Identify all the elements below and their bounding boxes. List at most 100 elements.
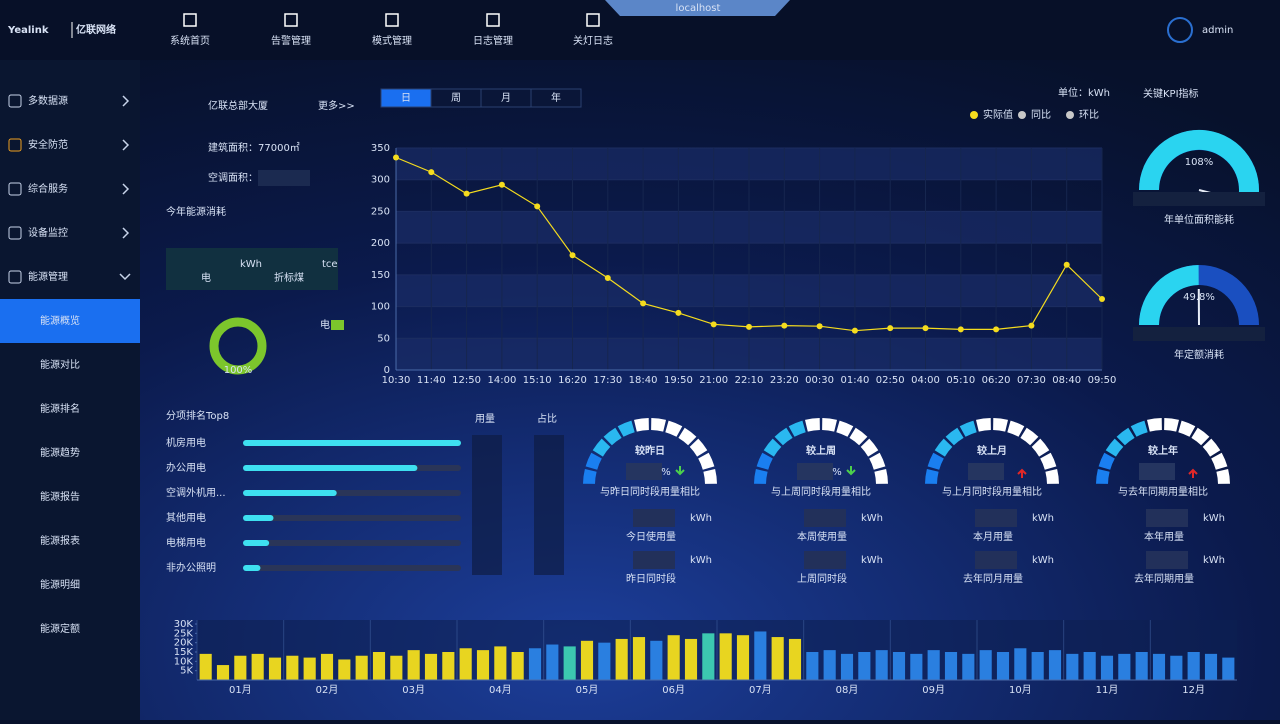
point bbox=[499, 182, 505, 188]
x-tick-label: 06:20 bbox=[982, 375, 1011, 386]
x-tick-label: 22:10 bbox=[735, 375, 764, 386]
value-box bbox=[633, 509, 675, 527]
x-tick-label: 17:30 bbox=[593, 375, 622, 386]
nav-item[interactable]: 告警管理 bbox=[271, 34, 311, 47]
bar bbox=[269, 658, 281, 680]
x-tick-label: 23:20 bbox=[770, 375, 799, 386]
bar bbox=[633, 637, 645, 680]
menu-group[interactable]: 安全防范 bbox=[28, 138, 68, 151]
tab-label[interactable]: 周 bbox=[451, 92, 461, 104]
more-link[interactable]: 更多>> bbox=[318, 99, 355, 112]
row-label: 本周使用量 bbox=[797, 530, 847, 543]
point bbox=[393, 155, 399, 161]
bar bbox=[252, 654, 264, 680]
compare-title: 较上月 bbox=[977, 444, 1007, 457]
menu-item[interactable]: 能源对比 bbox=[40, 358, 80, 371]
bar bbox=[286, 656, 298, 680]
tab-label[interactable]: 月 bbox=[501, 92, 511, 104]
bar bbox=[390, 656, 402, 680]
bar bbox=[546, 645, 558, 680]
menu-item[interactable]: 能源排名 bbox=[40, 402, 80, 415]
energy-title: 今年能源消耗 bbox=[166, 205, 226, 218]
x-tick-label: 05:10 bbox=[946, 375, 975, 386]
point bbox=[781, 323, 787, 329]
row-label: 办公用电 bbox=[166, 461, 206, 474]
bar bbox=[1084, 652, 1096, 680]
menu-group[interactable]: 综合服务 bbox=[28, 182, 68, 195]
gauge-title: 年定额消耗 bbox=[1174, 348, 1224, 361]
value-box bbox=[633, 551, 675, 569]
x-tick-label: 08:40 bbox=[1052, 375, 1081, 386]
bar bbox=[754, 631, 766, 680]
bar bbox=[1222, 658, 1234, 680]
row-label: 今日使用量 bbox=[626, 530, 676, 543]
menu-group[interactable]: 能源管理 bbox=[28, 270, 68, 283]
menu-item[interactable]: 能源报告 bbox=[40, 490, 80, 503]
value-box bbox=[1146, 551, 1188, 569]
value-box bbox=[1146, 509, 1188, 527]
bar bbox=[234, 656, 246, 680]
bar bbox=[243, 465, 417, 471]
menu-item[interactable]: 能源趋势 bbox=[40, 446, 80, 459]
nav-item[interactable]: 日志管理 bbox=[473, 34, 513, 47]
value-box bbox=[975, 509, 1017, 527]
pct: % bbox=[661, 467, 671, 478]
tab-label[interactable]: 日 bbox=[401, 93, 411, 104]
menu-item[interactable]: 能源报表 bbox=[40, 534, 80, 547]
value-box bbox=[626, 463, 662, 480]
nav-item[interactable]: 系统首页 bbox=[170, 34, 210, 47]
bar bbox=[1153, 654, 1165, 680]
unit: kWh bbox=[1032, 555, 1054, 566]
bar-track bbox=[243, 540, 461, 546]
menu-item[interactable]: 能源概览 bbox=[40, 314, 80, 327]
bar bbox=[512, 652, 524, 680]
x-tick-label: 02月 bbox=[316, 684, 339, 696]
bar bbox=[616, 639, 628, 680]
x-tick-label: 09月 bbox=[922, 684, 945, 696]
value-box bbox=[804, 509, 846, 527]
bar bbox=[997, 652, 1009, 680]
bar bbox=[243, 565, 260, 571]
point bbox=[993, 326, 999, 332]
panel-title: 分项排名Top8 bbox=[166, 409, 229, 422]
x-tick-label: 14:00 bbox=[487, 375, 516, 386]
bar bbox=[243, 540, 269, 546]
menu-group[interactable]: 多数据源 bbox=[28, 94, 68, 107]
menu-item[interactable]: 能源定额 bbox=[40, 622, 80, 635]
y-tick-label: 200 bbox=[371, 238, 390, 249]
gauge-label: 108% bbox=[1185, 157, 1214, 168]
donut-label: 100% bbox=[224, 365, 253, 376]
legend-dot bbox=[1018, 111, 1026, 119]
point bbox=[675, 310, 681, 316]
bar bbox=[356, 656, 368, 680]
compare-desc: 与上月同时段用量相比 bbox=[942, 485, 1042, 498]
bar bbox=[1188, 652, 1200, 680]
point bbox=[464, 191, 470, 197]
x-tick-label: 11:40 bbox=[417, 375, 446, 386]
bar bbox=[494, 646, 506, 680]
column-header: 占比 bbox=[537, 412, 557, 425]
bar bbox=[1014, 648, 1026, 680]
bar bbox=[876, 650, 888, 680]
nav-item[interactable]: 关灯日志 bbox=[573, 34, 613, 47]
bar bbox=[529, 648, 541, 680]
building-name: 亿联总部大厦 bbox=[208, 99, 268, 112]
menu-item[interactable]: 能源明细 bbox=[40, 578, 80, 591]
bar bbox=[806, 652, 818, 680]
bar bbox=[217, 665, 229, 680]
row-label: 本年用量 bbox=[1144, 530, 1184, 543]
legend-label: 实际值 bbox=[983, 108, 1013, 121]
value-box bbox=[797, 463, 833, 480]
y-tick-label: 250 bbox=[371, 206, 390, 217]
tab-label[interactable]: 年 bbox=[551, 91, 561, 104]
value-box bbox=[975, 551, 1017, 569]
nav-item[interactable]: 模式管理 bbox=[372, 34, 412, 47]
menu-group[interactable]: 设备监控 bbox=[28, 226, 68, 239]
gauge-base bbox=[1133, 327, 1265, 341]
row-label: 空调外机用... bbox=[166, 486, 226, 499]
column-bg bbox=[534, 435, 564, 575]
column-bg bbox=[472, 435, 502, 575]
point bbox=[817, 323, 823, 329]
row-label: 昨日同时段 bbox=[626, 572, 676, 585]
